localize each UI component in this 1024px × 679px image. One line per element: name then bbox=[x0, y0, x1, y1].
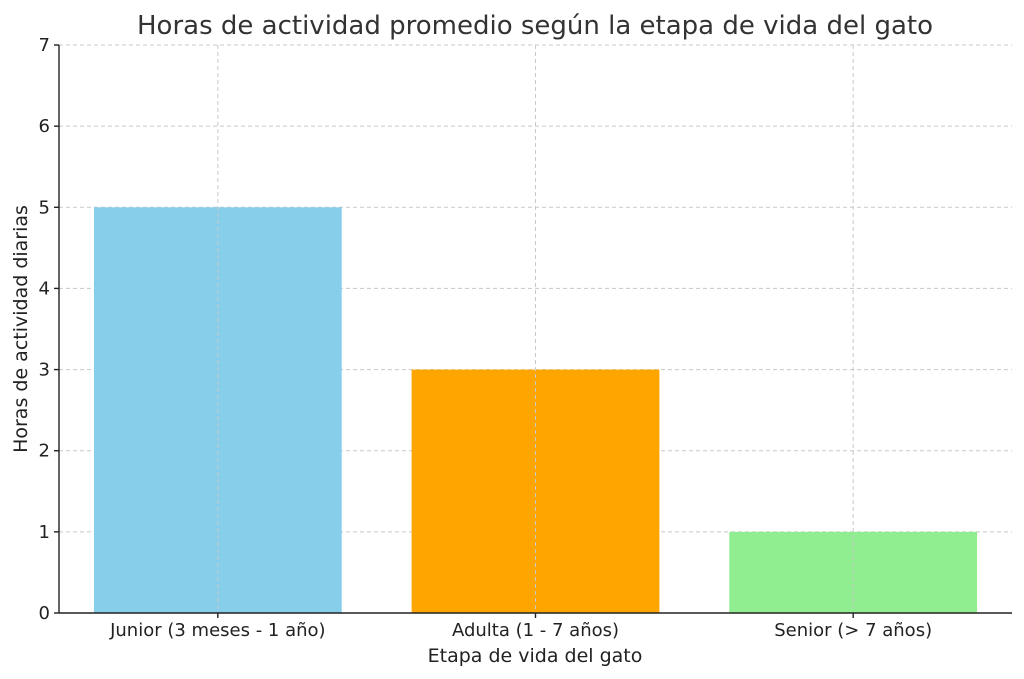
chart-title: Horas de actividad promedio según la eta… bbox=[137, 11, 933, 41]
y-axis-label: Horas de actividad diarias bbox=[10, 205, 32, 453]
y-tick-label: 4 bbox=[39, 278, 50, 299]
y-tick-label: 6 bbox=[39, 116, 50, 137]
x-tick-label: Junior (3 meses - 1 año) bbox=[109, 620, 325, 641]
y-tick-label: 3 bbox=[39, 360, 50, 381]
y-tick-label: 1 bbox=[39, 522, 50, 543]
y-tick-label: 5 bbox=[39, 197, 50, 218]
y-tick-label: 0 bbox=[39, 603, 50, 624]
x-axis-label: Etapa de vida del gato bbox=[428, 645, 643, 667]
x-tick-label: Senior (> 7 años) bbox=[774, 620, 932, 641]
y-tick-label: 7 bbox=[39, 35, 50, 56]
tick-labels: 0 1 2 3 4 5 6 7 Junior (3 meses - 1 año) Adulta (… bbox=[39, 35, 933, 641]
x-tick-label: Adulta (1 - 7 años) bbox=[452, 620, 619, 641]
bars bbox=[93, 45, 978, 614]
axes bbox=[54, 44, 1012, 618]
bar bbox=[411, 369, 660, 613]
y-tick-label: 2 bbox=[39, 441, 50, 462]
